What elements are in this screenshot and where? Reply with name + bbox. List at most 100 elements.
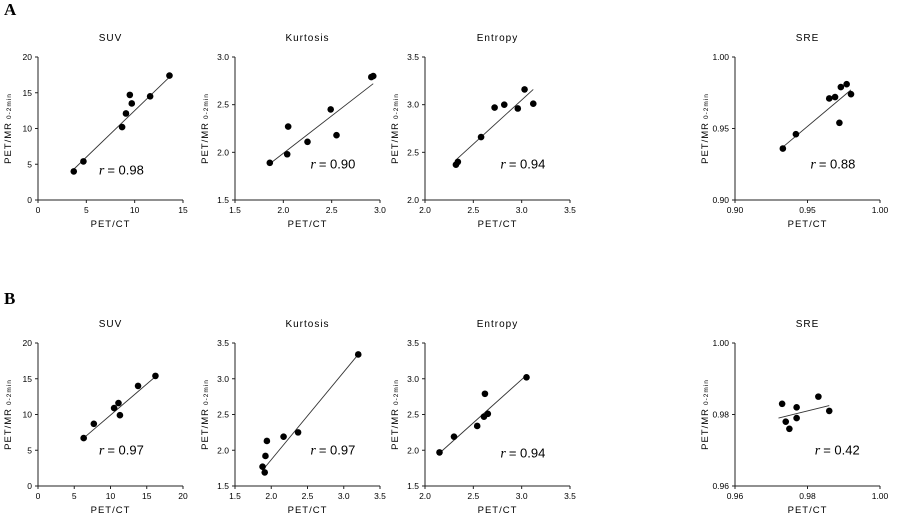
y-tick-label: 3.5	[407, 338, 419, 348]
y-axis-label-main: PET/MR	[3, 408, 14, 450]
y-tick-label: 2.5	[407, 147, 419, 157]
y-tick-label: 0.98	[712, 410, 729, 420]
chart-a-entropy: Entropy 2.0 2.5 3.0 3.5 2.0 2.5 3.0 3.5 PET/CT PET…	[390, 33, 576, 230]
y-axis-label-main: PET/MR	[390, 408, 401, 450]
regression-line	[778, 405, 830, 419]
regression-line	[73, 76, 170, 170]
x-tick-label: 15	[142, 491, 152, 501]
y-axis-label: PET/MR 0-2min	[390, 93, 401, 164]
y-tick-label: 2.5	[407, 410, 419, 420]
x-axis-label: PET/CT	[788, 505, 828, 516]
data-point	[792, 130, 800, 138]
y-axis-label-subscript: 0-2min	[203, 379, 210, 405]
correlation-symbol: r	[310, 158, 316, 173]
data-point	[491, 104, 498, 111]
y-axis-label-subscript: 0-2min	[203, 93, 210, 119]
data-point	[529, 100, 537, 108]
y-tick-label: 3.5	[217, 338, 229, 348]
y-tick-label: 3.0	[407, 374, 419, 384]
data-point	[779, 145, 787, 152]
y-tick-label: 1.5	[407, 481, 419, 491]
data-point	[793, 404, 800, 411]
chart-a-suv: SUV 0 5 10 15 0 5 10 15 20 PET/CT PET/MR 0-2min r = 0.…	[3, 33, 188, 230]
x-tick-label: 3.5	[564, 491, 576, 501]
data-point	[261, 469, 269, 476]
x-tick-label: 3.0	[374, 205, 386, 215]
y-axis-label: PET/MR 0-2min	[3, 93, 14, 164]
y-axis-label-main: PET/MR	[3, 122, 14, 164]
x-tick-label: 10	[106, 491, 116, 501]
x-tick-label: 3.0	[516, 491, 528, 501]
chart-a-kurtosis: Kurtosis 1.5 2.0 2.5 3.0 1.5 2.0 2.5 3.0 PET/CT PE…	[200, 33, 386, 230]
correlation-value: = 0.97	[319, 443, 356, 458]
y-axis-label: PET/MR 0-2min	[3, 379, 14, 450]
data-point	[847, 90, 855, 98]
data-point	[369, 72, 377, 80]
x-tick-label: 1.5	[229, 205, 241, 215]
x-tick-label: 3.5	[564, 205, 576, 215]
data-point	[118, 123, 126, 131]
y-tick-label: 0	[27, 481, 32, 491]
correlation-value: = 0.97	[107, 443, 144, 458]
x-tick-label: 3.0	[338, 491, 350, 501]
y-axis-label-subscript: 0-2min	[393, 93, 400, 119]
x-tick-label: 5	[72, 491, 77, 501]
y-tick-label: 3.5	[407, 52, 419, 62]
y-axis-label: PET/MR 0-2min	[200, 93, 211, 164]
y-axis-label-main: PET/MR	[200, 122, 211, 164]
data-point	[146, 93, 154, 100]
data-point	[836, 119, 843, 127]
y-tick-label: 2.0	[217, 445, 229, 455]
x-tick-label: 20	[178, 491, 188, 501]
y-axis-label-subscript: 0-2min	[393, 379, 400, 405]
x-tick-label: 2.0	[265, 491, 277, 501]
x-tick-label: 10	[130, 205, 140, 215]
y-tick-label: 20	[23, 338, 33, 348]
y-tick-label: 5	[27, 445, 32, 455]
y-tick-label: 3.0	[407, 100, 419, 110]
chart-title: SRE	[796, 33, 820, 44]
data-point	[831, 93, 839, 101]
data-point	[786, 425, 793, 433]
chart-b-suv: SUV 0 5 10 15 20 0 5 10 15 20 PET/CT PET/MR 0-2min r = …	[3, 319, 188, 516]
y-axis-label-main: PET/MR	[390, 122, 401, 164]
data-point	[521, 86, 528, 93]
data-point	[126, 91, 134, 99]
data-point	[80, 158, 87, 165]
correlation-symbol: r	[310, 444, 316, 459]
x-axis-label: PET/CT	[788, 219, 828, 230]
data-point	[304, 138, 311, 146]
correlation-value: = 0.98	[107, 162, 144, 177]
data-point	[333, 131, 340, 139]
regression-line	[455, 89, 534, 161]
x-tick-label: 3.0	[516, 205, 528, 215]
correlation-label: r = 0.90	[310, 157, 355, 173]
correlation-symbol: r	[99, 163, 105, 178]
correlation-label: r = 0.97	[99, 443, 144, 459]
y-tick-label: 0	[27, 195, 32, 205]
data-point	[294, 429, 302, 436]
correlation-value: = 0.94	[509, 445, 546, 460]
chart-b-sre: SRE 0.96 0.98 1.00 0.96 0.98 1.00 PET/CT PET/MR 0…	[700, 319, 889, 516]
data-point	[500, 101, 508, 108]
x-axis-label: PET/CT	[91, 505, 131, 516]
data-point	[90, 420, 98, 428]
y-axis-label-subscript: 0-2min	[703, 379, 710, 405]
x-axis-label: PET/CT	[478, 219, 518, 230]
chart-title: Entropy	[477, 319, 518, 330]
x-tick-label: 3.5	[374, 491, 386, 501]
data-point	[815, 393, 822, 400]
correlation-value: = 0.42	[823, 443, 860, 458]
y-tick-label: 5	[27, 159, 32, 169]
x-tick-label: 0.90	[727, 205, 744, 215]
y-tick-label: 3.0	[217, 52, 229, 62]
x-tick-label: 2.5	[467, 205, 479, 215]
y-tick-label: 2.0	[217, 147, 229, 157]
y-tick-label: 1.00	[712, 52, 729, 62]
y-tick-label: 2.0	[407, 445, 419, 455]
data-point	[122, 110, 130, 117]
x-tick-label: 1.00	[872, 205, 889, 215]
y-tick-label: 1.5	[217, 481, 229, 491]
